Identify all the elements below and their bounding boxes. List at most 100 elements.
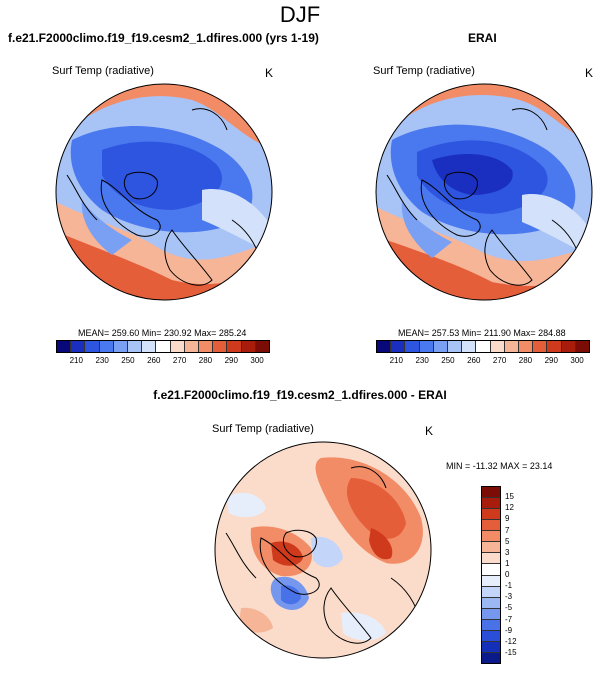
model-colorbar-swatch [170,341,185,352]
diff-colorbar-tick-label: -3 [505,592,513,602]
model-colorbar-swatch [199,341,214,352]
obs-colorbar-swatches [376,340,590,353]
diff-colorbar-tick-label: 7 [505,525,510,535]
obs-colorbar-swatch [490,341,505,352]
diff-colorbar-tick-label: 15 [505,492,514,502]
obs-colorbar-swatch [575,341,590,352]
obs-colorbar-swatch [462,341,477,352]
model-colorbar: 210 230 250 260 270 280 290 300 [56,340,270,365]
obs-colorbar-tick-label: 250 [441,356,455,365]
obs-colorbar-swatch [448,341,463,352]
obs-colorbar-swatch [519,341,534,352]
model-colorbar-tick-label: 290 [224,356,238,365]
obs-polar-map [375,83,593,301]
diff-variable-label: Surf Temp (radiative) [212,423,314,435]
diff-colorbar-swatch [482,553,500,565]
model-colorbar-swatches [56,340,270,353]
model-colorbar-tick-label: 280 [198,356,213,365]
diff-colorbar-ticks: 15 12 9 7 5 3 1 0 -1 -3 -5 -7 -9 -12 -15 [505,486,535,664]
diff-colorbar-tick-label: 9 [505,514,510,524]
diff-colorbar-swatch [482,520,500,532]
model-colorbar-swatch [213,341,228,352]
model-temperature-field [56,84,272,300]
obs-colorbar-swatch [547,341,562,352]
obs-colorbar-tick-label: 260 [467,356,481,365]
obs-colorbar-swatch [419,341,434,352]
model-colorbar-swatch [71,341,86,352]
model-colorbar-tick-label: 260 [147,356,161,365]
obs-stats: MEAN= 257.53 Min= 211.90 Max= 284.88 [398,328,566,338]
diff-colorbar-swatch [482,608,500,620]
obs-colorbar-tick-label: 280 [518,356,533,365]
model-panel-title: f.e21.F2000climo.f19_f19.cesm2_1.dfires.… [8,31,319,45]
obs-colorbar-swatch [433,341,449,352]
diff-colorbar-swatch [482,586,500,598]
model-colorbar-swatch [255,341,270,352]
diff-panel-title: f.e21.F2000climo.f19_f19.cesm2_1.dfires.… [153,388,447,402]
diff-colorbar-swatch [482,575,500,587]
model-variable-label: Surf Temp (radiative) [52,65,154,77]
diff-stats: MIN = -11.32 MAX = 23.14 [446,461,553,471]
diff-colorbar-swatch [482,630,500,642]
diff-colorbar-swatch [482,542,500,554]
model-colorbar-swatch [241,341,256,352]
diff-colorbar-swatches [481,486,501,664]
model-colorbar-tick-label: 270 [172,356,187,365]
diff-colorbar-swatch [482,619,500,631]
diff-colorbar-swatch [482,652,500,663]
obs-colorbar-ticks: 210 230 250 260 270 280 290 300 [376,356,590,365]
model-stats: MEAN= 259.60 Min= 230.92 Max= 285.24 [78,328,247,338]
obs-colorbar-swatch [405,341,420,352]
figure-title: DJF [279,2,321,27]
obs-colorbar-tick-label: 210 [389,356,403,365]
model-colorbar-swatch [227,341,242,352]
diff-colorbar-tick-label: 3 [505,547,510,557]
diff-colorbar-swatch [482,487,500,499]
obs-colorbar-swatch [504,341,520,352]
diff-polar-map [214,441,432,659]
diff-colorbar-tick-label: -5 [505,603,513,613]
diff-colorbar-tick-label: -15 [505,647,517,657]
obs-colorbar-tick-label: 230 [415,356,429,365]
diff-colorbar-tick-label: -1 [505,581,513,591]
model-colorbar-tick-label: 210 [69,356,83,365]
diff-colorbar-tick-label: 1 [505,558,510,568]
model-colorbar-ticks: 210 230 250 260 270 280 290 300 [56,356,270,365]
diff-colorbar-swatch [482,641,500,653]
obs-variable-label: Surf Temp (radiative) [373,65,475,77]
model-units-label: K [265,66,274,80]
model-colorbar-tick-label: 250 [121,356,135,365]
diff-colorbar-tick-label: -12 [505,636,517,646]
obs-colorbar-swatch [391,341,406,352]
model-colorbar-swatch [184,341,200,352]
obs-temperature-field [376,84,592,300]
obs-colorbar-swatch [561,341,576,352]
diff-colorbar-swatch [482,498,500,510]
model-colorbar-tick-label: 230 [95,356,109,365]
obs-colorbar-tick-label: 300 [570,356,584,365]
model-colorbar-tick-label: 300 [250,356,264,365]
model-polar-map [55,83,273,301]
diff-colorbar-tick-label: -9 [505,625,513,635]
obs-colorbar-swatch [533,341,548,352]
diff-colorbar-tick-label: 12 [505,503,514,513]
model-colorbar-swatch [156,341,171,352]
diff-colorbar-swatch [482,564,500,576]
obs-colorbar-swatch [377,341,392,352]
model-colorbar-swatch [113,341,129,352]
model-colorbar-swatch [57,341,72,352]
obs-units-label: K [585,66,594,80]
diff-colorbar-swatch [482,531,500,543]
obs-panel-title: ERAI [468,31,497,45]
diff-colorbar-swatch [482,597,500,609]
model-colorbar-swatch [128,341,143,352]
obs-colorbar-swatch [476,341,491,352]
model-colorbar-swatch [99,341,114,352]
obs-colorbar: 210 230 250 260 270 280 290 300 [376,340,590,365]
obs-colorbar-tick-label: 290 [544,356,558,365]
model-colorbar-swatch [142,341,157,352]
model-colorbar-swatch [85,341,100,352]
diff-colorbar-tick-label: 0 [505,570,510,579]
diff-colorbar-tick-label: 5 [505,536,510,546]
diff-colorbar-swatch [482,509,500,521]
